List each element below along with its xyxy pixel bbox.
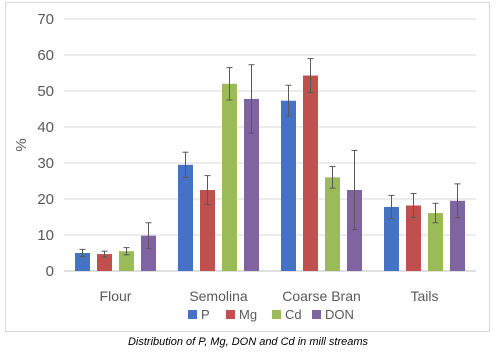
y-axis-ticks: 0 10 20 30 40 50 60 70 — [37, 11, 54, 280]
error-bar — [454, 183, 461, 219]
error-bar — [285, 84, 292, 117]
bar-p-coarse-bran — [281, 100, 296, 271]
bar-mg-coarse-bran — [303, 75, 318, 272]
error-bar — [101, 250, 108, 258]
error-bar — [226, 67, 233, 101]
chart-frame: 0 10 20 30 40 50 60 70 % Flour Semolina Coarse Br… — [5, 2, 490, 332]
legend-item-cd: Cd — [272, 307, 302, 322]
legend-label: P — [201, 307, 210, 322]
y-tick-label: 0 — [46, 263, 54, 280]
error-bar — [204, 175, 211, 205]
category-label: Semolina — [189, 288, 248, 304]
error-bar — [248, 64, 255, 134]
error-bar — [329, 166, 336, 189]
legend-item-mg: Mg — [226, 307, 257, 322]
bar-don-tails — [450, 200, 465, 271]
bar-cd-coarse-bran — [325, 177, 340, 271]
y-tick-label: 60 — [37, 47, 54, 64]
error-bar — [410, 193, 417, 218]
error-bar — [182, 151, 189, 178]
y-axis-label: % — [13, 138, 30, 151]
bar-cd-semolina — [222, 83, 237, 271]
error-bar — [123, 247, 130, 256]
legend: P Mg Cd DON — [188, 307, 354, 322]
category-labels: Flour Semolina Coarse Bran Tails — [100, 288, 439, 304]
bar-don-semolina — [244, 98, 259, 271]
category-label: Tails — [410, 288, 438, 304]
legend-swatch — [226, 310, 235, 319]
legend-swatch — [188, 310, 197, 319]
bar-don-coarse-bran — [347, 190, 362, 271]
y-tick-label: 70 — [37, 11, 54, 28]
legend-swatch — [272, 310, 281, 319]
figure-caption: Distribution of P, Mg, DON and Cd in mil… — [127, 336, 369, 348]
bar-cd-flour — [119, 251, 134, 271]
bar-mg-flour — [97, 254, 112, 271]
legend-label: Cd — [285, 307, 302, 322]
legend-swatch — [312, 310, 321, 319]
bar-don-flour — [141, 235, 156, 271]
legend-item-p: P — [188, 307, 210, 322]
bar-p-semolina — [178, 164, 193, 271]
legend-label: Mg — [239, 307, 257, 322]
bar-mg-tails — [406, 205, 421, 271]
y-tick-label: 30 — [37, 155, 54, 172]
legend-label: DON — [325, 307, 354, 322]
bars — [75, 75, 465, 272]
bar-p-flour — [75, 253, 90, 271]
error-bars — [79, 58, 461, 258]
y-tick-label: 20 — [37, 191, 54, 208]
error-bar — [351, 149, 358, 231]
category-label: Coarse Bran — [282, 288, 361, 304]
y-tick-label: 10 — [37, 227, 54, 244]
error-bar — [432, 202, 439, 224]
y-tick-label: 50 — [37, 83, 54, 100]
error-bar — [79, 248, 86, 258]
y-tick-label: 40 — [37, 119, 54, 136]
gridlines — [64, 18, 476, 272]
error-bar — [307, 58, 314, 93]
error-bar — [388, 194, 395, 219]
error-bar — [145, 222, 152, 250]
bar-cd-tails — [428, 213, 443, 271]
bar-p-tails — [384, 206, 399, 271]
legend-item-don: DON — [312, 307, 354, 322]
bar-mg-semolina — [200, 190, 215, 271]
bar-chart: 0 10 20 30 40 50 60 70 % Flour Semolina Coarse Br… — [13, 11, 476, 322]
category-label: Flour — [100, 288, 132, 304]
